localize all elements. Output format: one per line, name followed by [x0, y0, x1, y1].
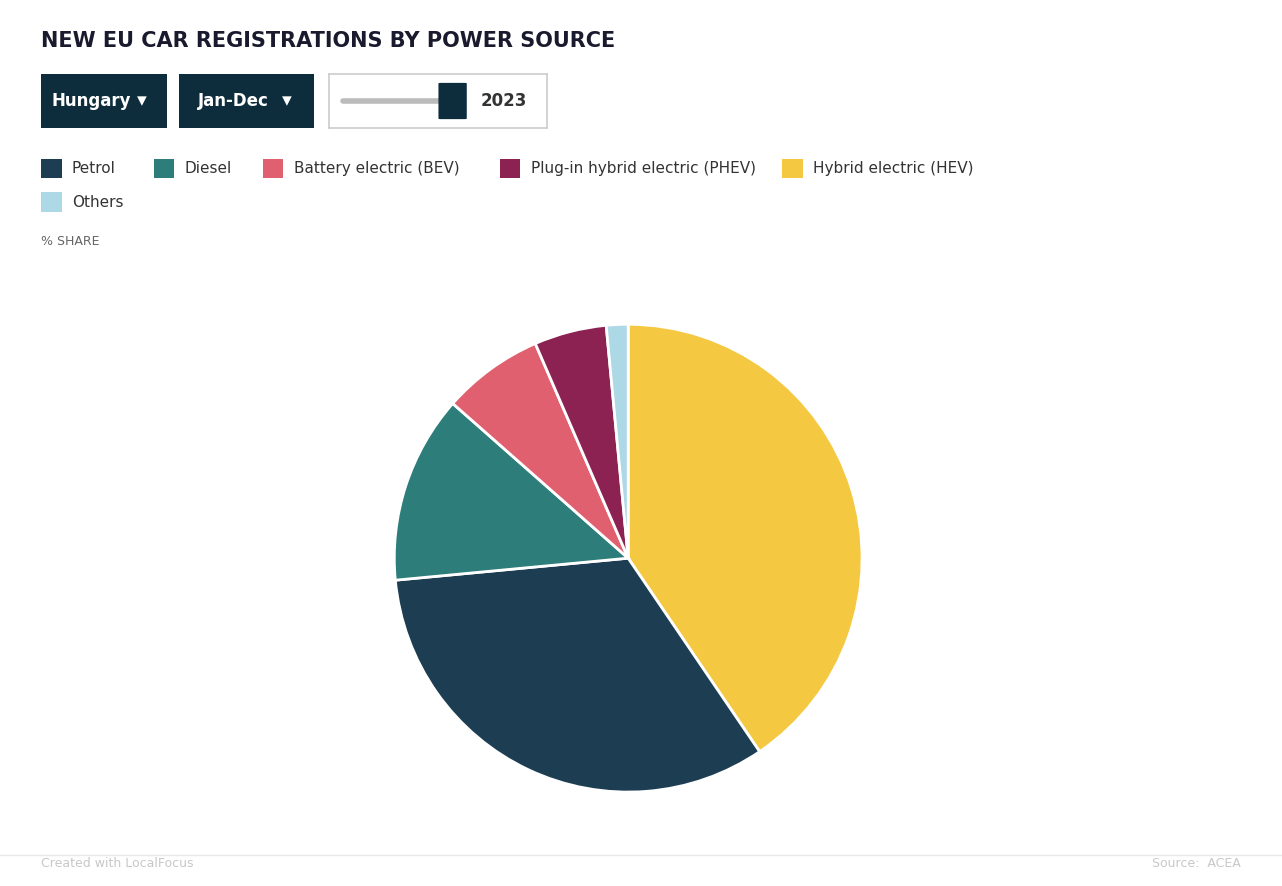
Text: NEW EU CAR REGISTRATIONS BY POWER SOURCE: NEW EU CAR REGISTRATIONS BY POWER SOURCE	[41, 31, 615, 51]
Text: Created with LocalFocus: Created with LocalFocus	[41, 857, 194, 870]
Text: Petrol: Petrol	[72, 161, 115, 175]
Text: ▾: ▾	[282, 91, 292, 111]
Text: Hungary: Hungary	[51, 92, 131, 110]
Text: Hybrid electric (HEV): Hybrid electric (HEV)	[813, 161, 973, 175]
Wedge shape	[395, 403, 628, 580]
Text: % SHARE: % SHARE	[41, 235, 100, 248]
Text: Jan-Dec: Jan-Dec	[197, 92, 269, 110]
Text: Plug-in hybrid electric (PHEV): Plug-in hybrid electric (PHEV)	[531, 161, 756, 175]
Wedge shape	[453, 344, 628, 558]
Wedge shape	[628, 324, 862, 751]
Text: Source:  ACEA: Source: ACEA	[1153, 857, 1241, 870]
Text: ▾: ▾	[137, 91, 146, 111]
Text: Others: Others	[72, 195, 123, 209]
FancyBboxPatch shape	[438, 83, 467, 119]
Text: 2023: 2023	[481, 92, 527, 110]
Text: Battery electric (BEV): Battery electric (BEV)	[294, 161, 459, 175]
Wedge shape	[395, 558, 760, 792]
Wedge shape	[536, 325, 628, 558]
Text: Diesel: Diesel	[185, 161, 232, 175]
Wedge shape	[606, 324, 628, 558]
